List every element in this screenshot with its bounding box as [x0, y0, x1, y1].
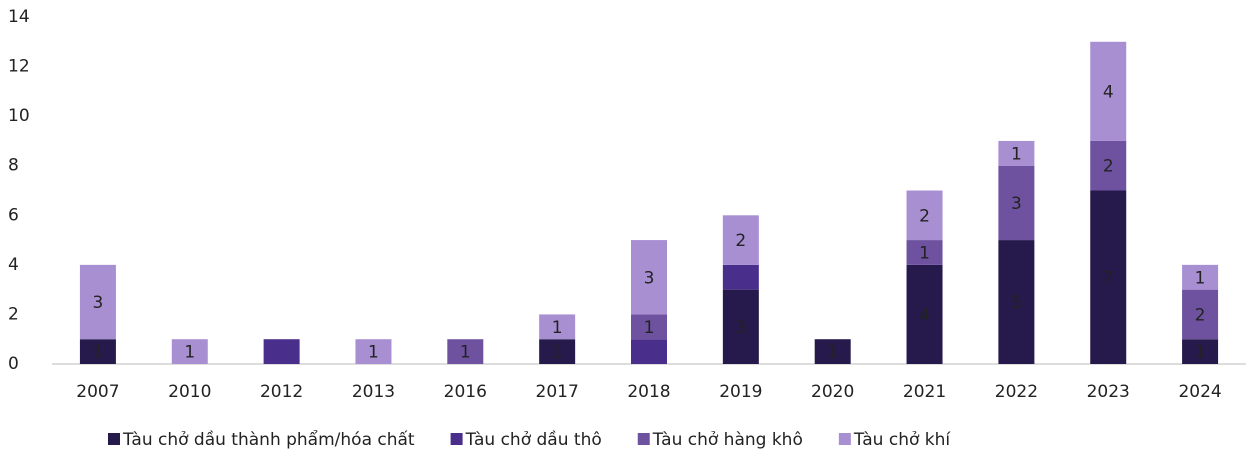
data-label: 5: [1011, 293, 1022, 313]
bar-segment: [1182, 264, 1219, 290]
bar-segment: [906, 190, 943, 241]
data-label: 1: [1195, 343, 1206, 363]
bar-segment: [355, 339, 392, 364]
bar-segment: [539, 314, 576, 340]
data-label: 1: [1195, 268, 1206, 288]
data-label: 1: [552, 343, 563, 363]
y-tick-label: 6: [8, 205, 19, 225]
x-tick-label: 2012: [260, 382, 303, 402]
data-label: 2: [735, 231, 746, 251]
bar-segment: [1182, 289, 1219, 340]
y-tick-label: 14: [8, 7, 30, 27]
legend-swatch: [108, 433, 120, 445]
legend-label: Tàu chở hàng khô: [652, 430, 803, 450]
bar-segment: [539, 339, 576, 364]
bar-segment: [79, 264, 116, 340]
bar-segment: [998, 240, 1035, 364]
x-tick-label: 2022: [995, 382, 1038, 402]
bar-segment: [263, 339, 300, 364]
bar-segment: [722, 264, 759, 290]
bar-segment: [447, 339, 484, 364]
y-tick-label: 0: [8, 354, 19, 374]
y-tick-label: 12: [8, 57, 30, 77]
data-label: 3: [735, 318, 746, 338]
data-label: 1: [1011, 144, 1022, 164]
bar-segment: [1090, 190, 1127, 364]
bar-segment: [1090, 140, 1127, 191]
data-label: 1: [184, 343, 195, 363]
y-tick-label: 4: [8, 255, 19, 275]
data-label: 1: [460, 343, 471, 363]
legend-swatch: [637, 433, 650, 445]
legend-label: Tàu chở khí: [853, 430, 952, 450]
x-tick-label: 2013: [352, 382, 395, 402]
x-tick-label: 2020: [811, 382, 854, 402]
bar-segment: [906, 264, 943, 364]
data-label: 1: [827, 343, 838, 363]
bar-segment: [998, 140, 1035, 166]
x-tick-label: 2019: [719, 382, 762, 402]
bar-segment: [998, 165, 1035, 241]
bar-segment: [722, 289, 759, 364]
legend-label: Tàu chở dầu thô: [465, 429, 602, 450]
bar-segment: [79, 339, 116, 364]
x-tick-label: 2023: [1087, 382, 1130, 402]
bar-segment: [1182, 339, 1219, 364]
data-label: 1: [552, 318, 563, 338]
bar-segment: [906, 240, 943, 265]
x-tick-label: 2010: [168, 382, 211, 402]
data-label: 4: [919, 305, 930, 325]
y-tick-label: 2: [8, 304, 19, 324]
data-label: 1: [93, 343, 104, 363]
data-label: 3: [93, 293, 104, 313]
bar-segment: [631, 314, 667, 340]
x-tick-label: 2016: [444, 382, 487, 402]
data-label: 2: [1103, 157, 1114, 177]
data-label: 4: [1103, 82, 1114, 102]
data-label: 3: [1011, 194, 1022, 214]
legend-label: Tàu chở dầu thành phẩm/hóa chất: [122, 429, 415, 450]
data-label: 1: [368, 343, 379, 363]
bar-segment: [171, 339, 208, 364]
bar-segment: [1090, 41, 1127, 141]
bar-segment: [631, 339, 667, 364]
x-tick-label: 2007: [76, 382, 119, 402]
x-tick-label: 2021: [903, 382, 946, 402]
bar-segment: [814, 339, 851, 364]
data-label: 2: [1195, 305, 1206, 325]
data-label: 1: [919, 243, 930, 263]
bar-segment: [722, 215, 759, 265]
data-label: 2: [919, 206, 930, 226]
bar-segment: [631, 240, 667, 315]
x-tick-label: 2017: [536, 382, 579, 402]
x-tick-label: 2018: [627, 382, 670, 402]
y-tick-label: 10: [8, 106, 30, 126]
data-label: 7: [1103, 268, 1114, 288]
y-tick-label: 8: [8, 156, 19, 176]
data-label: 3: [644, 268, 655, 288]
x-tick-label: 2024: [1178, 382, 1221, 402]
data-label: 1: [644, 318, 655, 338]
legend-swatch: [838, 433, 851, 445]
legend-swatch: [450, 433, 463, 445]
